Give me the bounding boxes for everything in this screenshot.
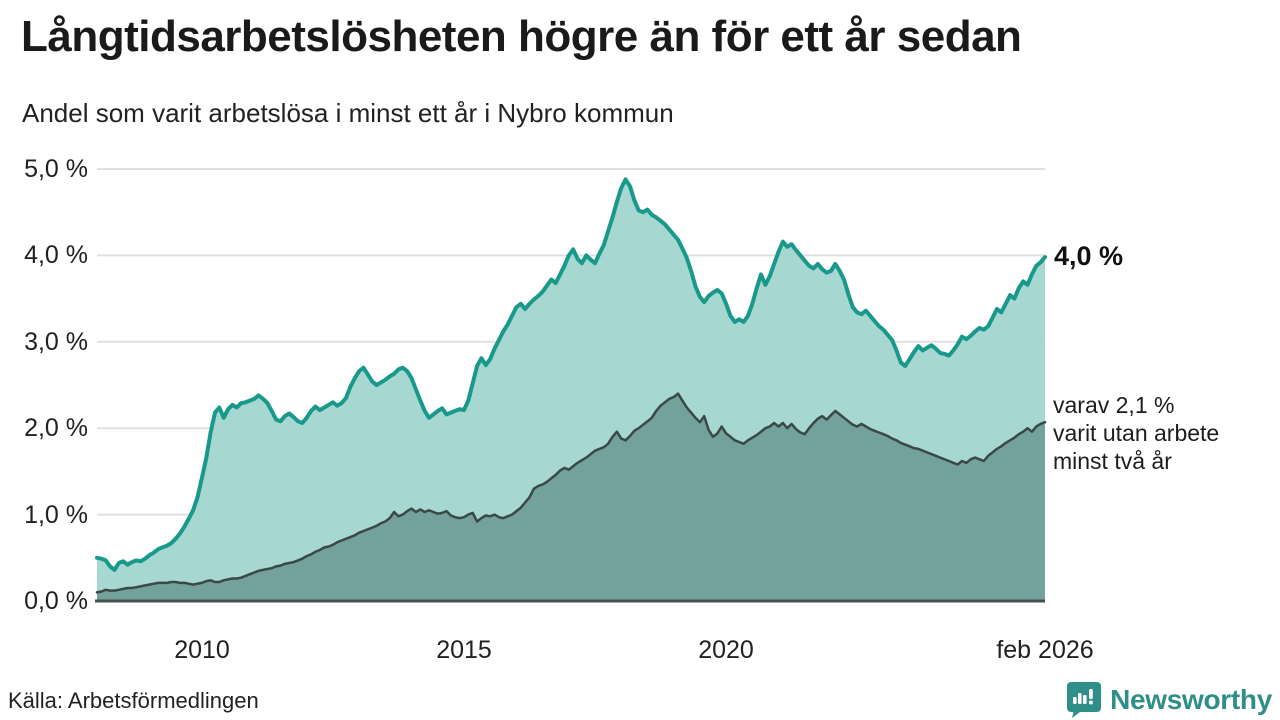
y-axis-tick-label: 5,0 % <box>24 155 88 183</box>
newsworthy-logo-icon <box>1067 682 1102 718</box>
x-axis-tick-label: 2015 <box>436 636 492 664</box>
source-attribution: Källa: Arbetsförmedlingen <box>8 688 259 713</box>
x-axis-tick-label: 2020 <box>698 636 754 664</box>
chart-canvas <box>95 168 1047 603</box>
series-end-value-label: 4,0 % <box>1054 241 1124 271</box>
x-axis-tick-label: 2010 <box>174 636 230 664</box>
y-axis-tick-label: 2,0 % <box>24 414 88 443</box>
page-title: Långtidsarbetslösheten högre än för ett … <box>21 12 1022 61</box>
y-axis-tick-label: 4,0 % <box>24 241 88 270</box>
newsworthy-wordmark: Newsworthy <box>1110 684 1272 715</box>
newsworthy-brand: Newsworthy <box>1066 681 1272 719</box>
end-note-line-2: varit utan arbete <box>1053 420 1220 446</box>
y-axis-tick-label: 0,0 % <box>24 587 88 615</box>
y-axis-tick-label: 1,0 % <box>24 500 88 529</box>
x-axis-tick-label: feb 2026 <box>996 636 1094 664</box>
series-end-note: varav 2,1 % varit utan arbete minst två … <box>1053 391 1219 475</box>
y-axis-tick-label: 3,0 % <box>24 327 88 356</box>
end-note-line-3: minst två år <box>1053 448 1172 474</box>
end-note-line-1: varav 2,1 % <box>1053 392 1175 418</box>
page-subtitle: Andel som varit arbetslösa i minst ett å… <box>22 98 674 128</box>
